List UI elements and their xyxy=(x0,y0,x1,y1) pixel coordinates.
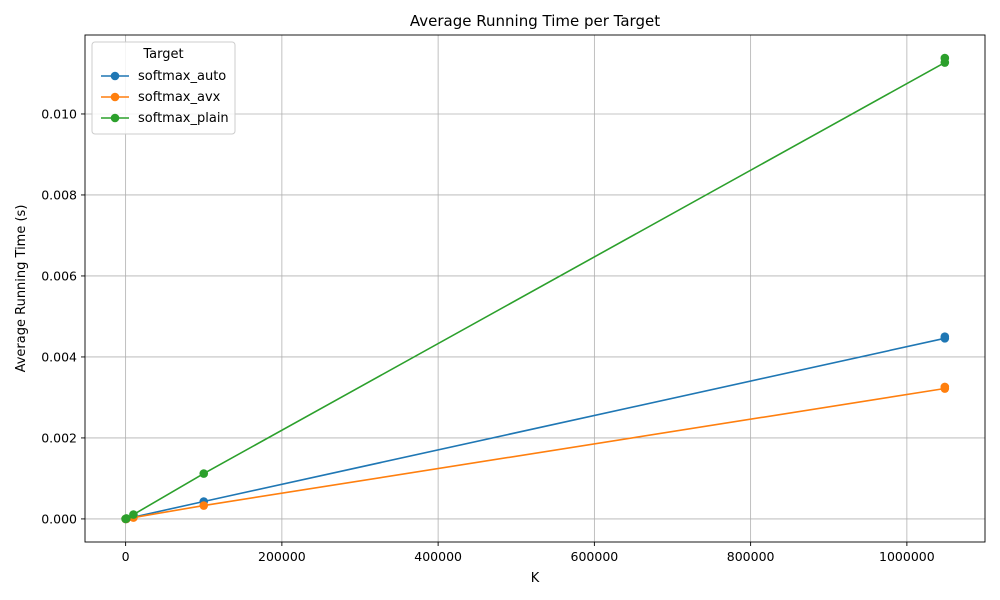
legend-entry-softmax_plain: softmax_plain xyxy=(101,111,229,126)
plot-area-frame xyxy=(84,34,986,543)
data-point-softmax_avx xyxy=(199,501,209,510)
x-axis-ticks: 0 200000 400000 600000 800000 1000000 xyxy=(122,542,935,564)
x-tick-label: 400000 xyxy=(414,549,462,564)
x-axis-title: K xyxy=(531,571,540,586)
x-tick-label: 200000 xyxy=(258,549,306,564)
y-tick-label: 0.004 xyxy=(41,349,77,364)
data-point-softmax_plain xyxy=(122,514,131,523)
data-point-softmax_plain xyxy=(940,53,950,63)
series-layer xyxy=(121,53,950,524)
legend-swatch-marker xyxy=(110,92,120,102)
y-tick-label: 0.006 xyxy=(41,268,77,283)
data-point-softmax_plain xyxy=(199,469,209,478)
series-softmax_plain xyxy=(121,53,950,524)
legend-label: softmax_auto xyxy=(138,69,226,84)
data-point-softmax_plain xyxy=(129,510,138,519)
x-tick-label: 800000 xyxy=(727,549,775,564)
legend-entry-softmax_avx: softmax_avx xyxy=(101,90,221,105)
x-tick-label: 0 xyxy=(122,549,130,564)
y-tick-label: 0.008 xyxy=(41,187,77,202)
chart-title: Average Running Time per Target xyxy=(410,12,660,30)
legend-box xyxy=(91,41,236,135)
y-tick-label: 0.002 xyxy=(41,430,77,445)
y-tick-label: 0.000 xyxy=(41,511,77,526)
y-axis-ticks: 0.000 0.002 0.004 0.006 0.008 0.010 xyxy=(41,106,85,526)
data-point-softmax_avx xyxy=(940,382,950,392)
y-axis-title: Average Running Time (s) xyxy=(14,205,29,373)
legend-swatch-marker xyxy=(110,113,120,123)
grid xyxy=(85,35,985,542)
legend: Target softmax_auto softmax_avx softmax_pl… xyxy=(91,41,236,135)
y-tick-label: 0.010 xyxy=(41,106,77,121)
legend-entries: softmax_auto softmax_avx softmax_plain xyxy=(101,69,229,126)
legend-swatch-marker xyxy=(110,71,120,81)
x-tick-label: 1000000 xyxy=(879,549,935,564)
data-point-softmax_auto xyxy=(940,332,950,341)
legend-title: Target xyxy=(142,47,183,62)
legend-label: softmax_plain xyxy=(138,111,229,126)
x-tick-label: 600000 xyxy=(571,549,619,564)
legend-entry-softmax_auto: softmax_auto xyxy=(101,69,226,84)
legend-label: softmax_avx xyxy=(138,90,221,105)
